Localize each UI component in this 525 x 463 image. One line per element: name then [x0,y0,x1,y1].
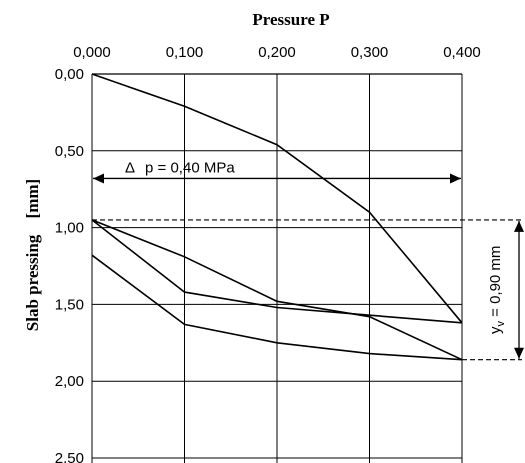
series-line-1 [91,73,463,324]
series-line-4 [91,254,463,361]
y-tick-label: 2,50 [55,450,84,463]
y-axis-label-main: Slab pressing [23,234,42,331]
delta-p-arrowhead-left [93,173,104,184]
grid [91,73,463,463]
x-tick-label: 0,300 [351,44,389,61]
delta-p-arrowhead-right [450,173,461,184]
tick-labels: 0,000 0,100 0,200 0,300 0,400 0,00 0,50 1,00 1,5… [55,44,481,463]
x-tick-label: 0,000 [73,44,111,61]
yv-arrowhead-bottom [514,347,524,359]
yv-label: yv = 0,90 mm [487,246,507,334]
y-tick-label: 1,00 [55,220,84,237]
y-axis-label: Slab pressing [mm] [23,179,42,331]
y-tick-label: 0,50 [55,143,84,160]
yv-subscript: v [495,321,507,327]
series-line-3 [91,219,463,324]
x-tick-label: 0,400 [443,44,481,61]
yv-value: = 0,90 mm [487,246,504,321]
y-tick-label: 2,00 [55,373,84,390]
chart-title: Pressure P [252,10,329,29]
x-tick-label: 0,100 [166,44,204,61]
yv-symbol: y [487,326,504,334]
y-tick-label: 0,00 [55,66,84,83]
x-tick-label: 0,200 [258,44,296,61]
series-lines [91,73,463,361]
y-axis-label-unit: [mm] [23,179,42,219]
delta-symbol: Δ [125,159,135,176]
y-tick-label: 1,50 [55,296,84,313]
delta-p-value: p = 0,40 MPa [145,159,235,176]
series-line-2 [91,219,463,361]
yv-arrowhead-top [514,220,524,232]
